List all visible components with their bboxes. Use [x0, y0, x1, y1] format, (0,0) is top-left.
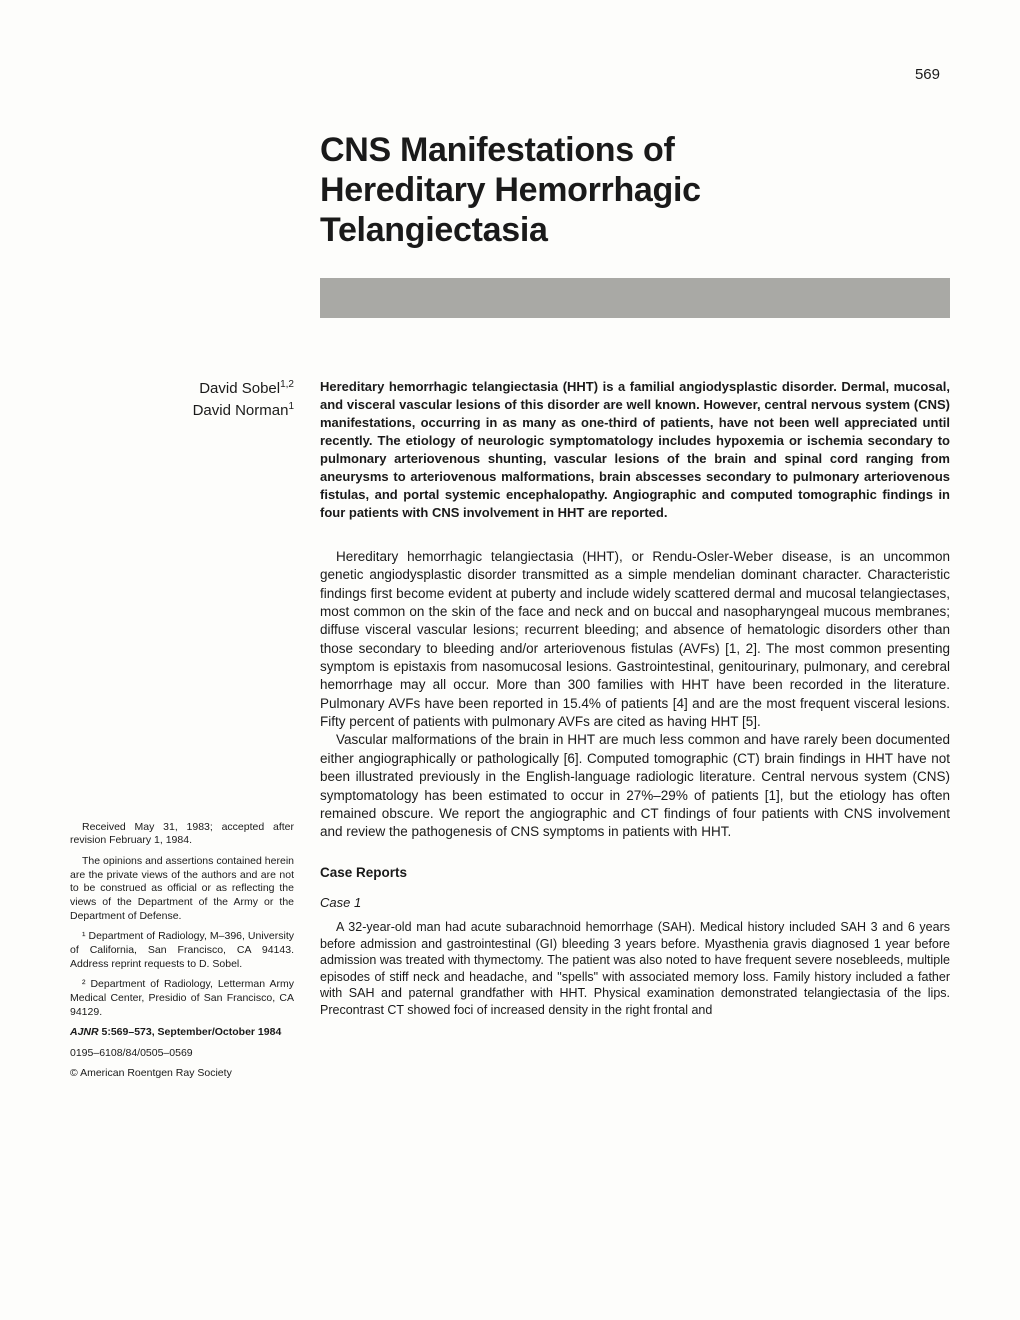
footnote-issn: 0195–6108/84/0505–0569 — [70, 1047, 294, 1061]
journal-citation: AJNR 5:569–573, September/October 1984 — [70, 1026, 294, 1040]
footnote-copyright: © American Roentgen Ray Society — [70, 1067, 294, 1081]
content-columns: David Sobel1,2 David Norman1 Received Ma… — [70, 378, 950, 1088]
title-line-2: Hereditary Hemorrhagic — [320, 171, 701, 209]
footnotes: Received May 31, 1983; accepted after re… — [70, 821, 294, 1088]
article-title: CNS Manifestations of Hereditary Hemorrh… — [320, 130, 950, 250]
intro-paragraph-1: Hereditary hemorrhagic telangiectasia (H… — [320, 548, 950, 732]
title-line-3: Telangiectasia — [320, 211, 548, 249]
footnote-affiliation-2: ² Department of Radiology, Letterman Arm… — [70, 978, 294, 1019]
author-2: David Norman1 — [70, 400, 294, 421]
footnote-received: Received May 31, 1983; accepted after re… — [70, 821, 294, 848]
intro-paragraph-2: Vascular malformations of the brain in H… — [320, 731, 950, 841]
case-1-body: A 32-year-old man had acute subarachnoid… — [320, 919, 950, 1018]
case-1-heading: Case 1 — [320, 894, 950, 912]
divider-bar — [320, 278, 950, 318]
footnote-affiliation-1: ¹ Department of Radiology, M–396, Univer… — [70, 930, 294, 971]
author-1: David Sobel1,2 — [70, 378, 294, 399]
abstract: Hereditary hemorrhagic telangiectasia (H… — [320, 378, 950, 522]
footnote-opinions: The opinions and assertions contained he… — [70, 855, 294, 923]
right-column: Hereditary hemorrhagic telangiectasia (H… — [320, 378, 950, 1018]
author-list: David Sobel1,2 David Norman1 — [70, 378, 294, 421]
section-heading-case-reports: Case Reports — [320, 864, 950, 882]
page-number: 569 — [915, 66, 940, 83]
left-column: David Sobel1,2 David Norman1 Received Ma… — [70, 378, 294, 1088]
title-line-1: CNS Manifestations of — [320, 131, 675, 169]
